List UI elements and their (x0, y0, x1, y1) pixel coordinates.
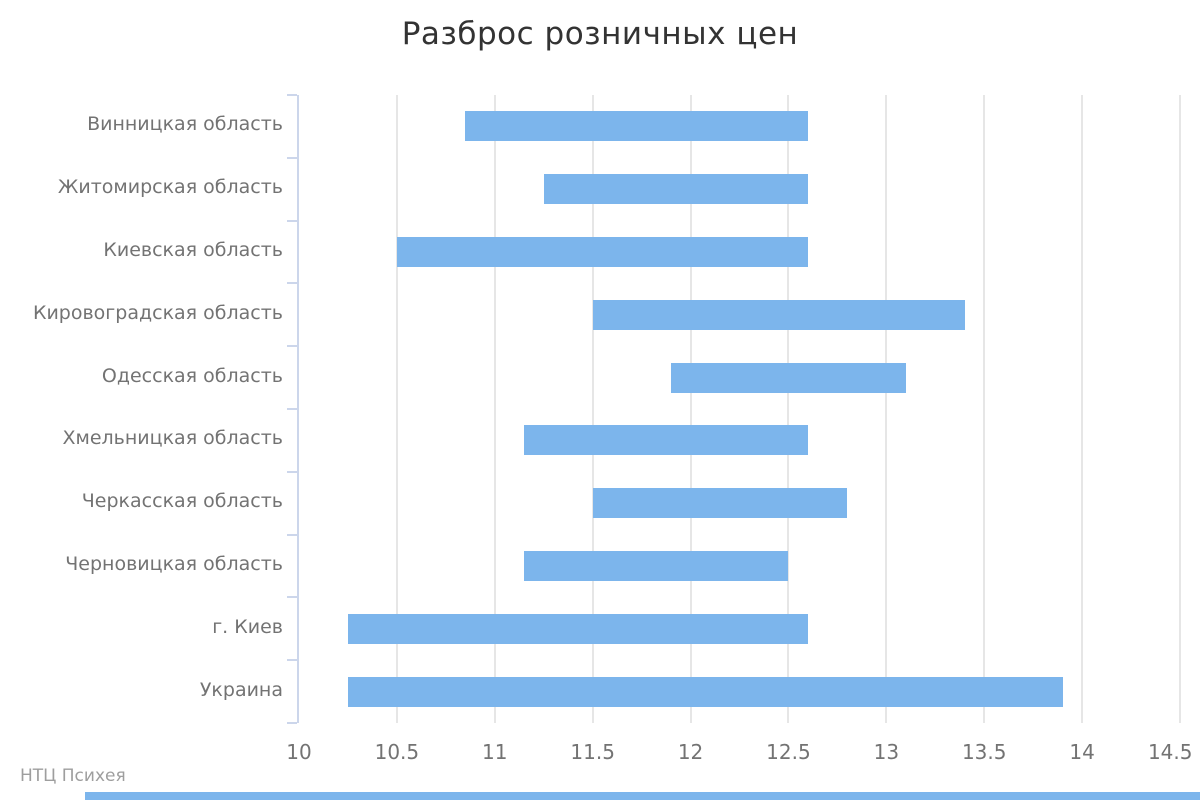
range-bar[interactable] (524, 425, 809, 456)
range-bar[interactable] (347, 613, 808, 644)
x-axis-label: 10 (286, 740, 312, 764)
axis-tick (287, 470, 297, 473)
range-bar[interactable] (592, 488, 848, 519)
range-bar[interactable] (347, 676, 1063, 707)
category-label: Одесская область (101, 364, 283, 387)
axis-tick (287, 722, 297, 724)
x-axis-label: 12 (677, 740, 704, 764)
category-label: г. Киев (212, 615, 283, 638)
range-bar[interactable] (592, 299, 965, 330)
axis-tick (287, 282, 297, 285)
axis-tick (287, 408, 297, 410)
axis-tick (287, 94, 297, 96)
gridline (689, 95, 692, 723)
category-label: Киевская область (103, 239, 283, 261)
gridline (493, 95, 496, 723)
x-axis-label: 13.5 (961, 740, 1007, 764)
credit-label: НТЦ Психея (20, 766, 126, 786)
category-label: Житомирская область (57, 176, 283, 199)
category-label: Черновицкая область (65, 553, 283, 575)
category-axis-line (297, 95, 299, 723)
gridline (1081, 95, 1084, 723)
gridline (395, 95, 398, 723)
x-axis-label: 11 (482, 740, 508, 764)
x-axis-label: 13 (873, 740, 900, 764)
axis-tick (287, 659, 297, 662)
range-bar[interactable] (396, 237, 808, 267)
x-axis-label: 12.5 (766, 740, 811, 764)
gridline (885, 95, 888, 723)
category-label: Украина (199, 678, 283, 701)
range-bar[interactable] (524, 551, 789, 581)
axis-tick (287, 345, 297, 348)
range-bar[interactable] (465, 111, 809, 142)
x-axis-label: 14.5 (1147, 740, 1193, 764)
range-bar[interactable] (670, 362, 906, 393)
x-axis-label: 11.5 (570, 740, 615, 764)
chart-title: Разброс розничных цен (401, 16, 799, 52)
axis-tick (287, 219, 297, 222)
range-bar[interactable] (543, 174, 809, 205)
axis-tick (287, 156, 297, 159)
gridline (591, 95, 594, 723)
gridline (1179, 95, 1181, 723)
x-axis-label: 14 (1069, 740, 1095, 764)
category-label: Хмельницкая область (62, 427, 283, 450)
gridline (983, 95, 986, 723)
x-axis-label: 10.5 (374, 740, 420, 764)
bottom-strip (85, 792, 1200, 800)
category-label: Черкасская область (81, 490, 283, 513)
axis-tick (287, 533, 297, 536)
category-label: Винницкая область (87, 113, 283, 136)
axis-tick (287, 596, 297, 599)
category-label: Кировоградская область (32, 301, 283, 324)
gridline (787, 95, 790, 723)
